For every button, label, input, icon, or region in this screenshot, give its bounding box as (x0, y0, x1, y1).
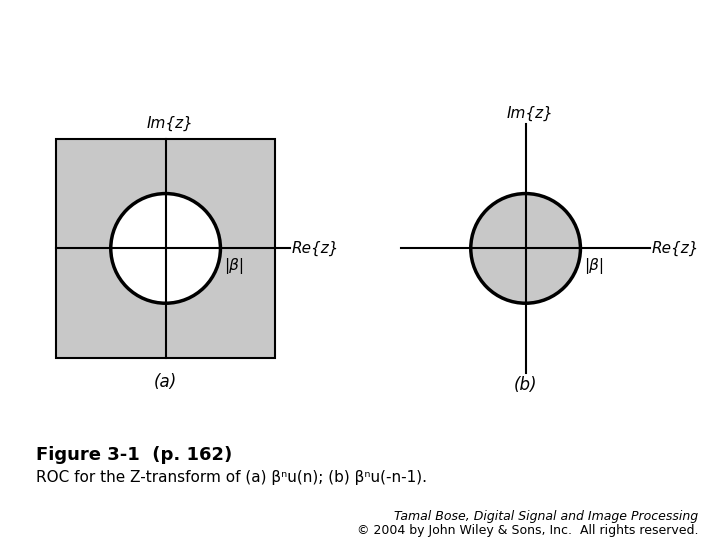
Text: (b): (b) (514, 376, 537, 394)
Text: Tamal Bose, Digital Signal and Image Processing: Tamal Bose, Digital Signal and Image Pro… (395, 510, 698, 523)
Circle shape (471, 193, 580, 303)
Text: (a): (a) (154, 373, 177, 391)
Bar (56, 139, 275, 358)
Bar (56, 139, 275, 358)
Circle shape (111, 193, 220, 303)
Text: Re{z}: Re{z} (651, 241, 698, 256)
Text: Im{z}: Im{z} (506, 106, 553, 121)
Text: © 2004 by John Wiley & Sons, Inc.  All rights reserved.: © 2004 by John Wiley & Sons, Inc. All ri… (357, 524, 698, 537)
Text: |β|: |β| (225, 258, 244, 274)
Text: Re{z}: Re{z} (291, 241, 338, 256)
Text: |β|: |β| (585, 258, 604, 274)
Text: Im{z}: Im{z} (146, 116, 193, 131)
Text: Figure 3-1  (p. 162): Figure 3-1 (p. 162) (36, 446, 233, 463)
Text: ROC for the Z-transform of (​a​) βⁿu(​n​); (​b​) βⁿu(-​n​-1).: ROC for the Z-transform of (​a​) βⁿu(​n​… (36, 470, 427, 485)
